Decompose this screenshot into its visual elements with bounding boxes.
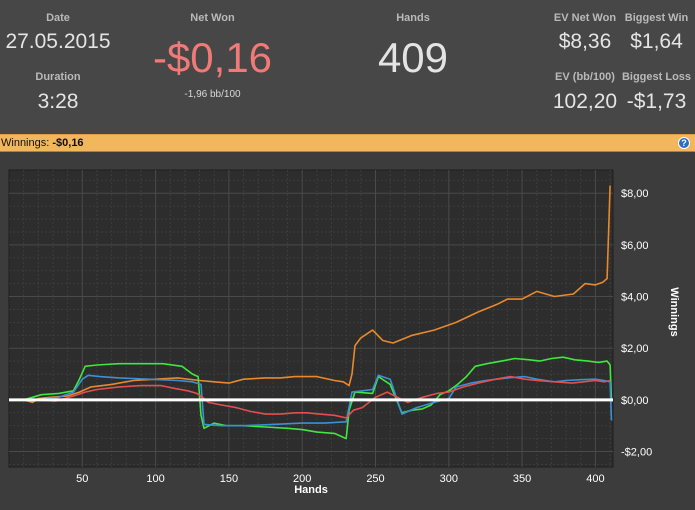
biggest-loss-label: Biggest Loss [621,71,692,83]
net-won-value: -$0,16 [152,34,273,81]
winnings-header-text: Winnings: -$0,16 [1,137,84,149]
y-tick-label: $0,00 [621,395,649,407]
duration-value: 3:28 [37,90,79,113]
biggest-win-label: Biggest Win [624,12,689,24]
series-line-orange [9,185,611,404]
y-tick-label: $6,00 [621,240,649,252]
x-tick-label: 250 [366,473,384,485]
hands-label: Hands [396,12,430,24]
y-tick-label: $8,00 [621,188,649,200]
ev-bb-label: EV (bb/100) [555,71,615,83]
x-tick-label: 150 [220,473,238,485]
winnings-header-label: Winnings: [1,137,50,149]
biggest-loss-value: -$1,73 [626,90,687,113]
y-axis-label: Winnings [668,287,680,336]
y-tick-label: $4,00 [621,292,649,304]
date-label: Date [46,12,70,24]
y-tick-label: -$2,00 [621,447,652,459]
winnings-header-value: -$0,16 [52,137,84,149]
x-tick-label: 350 [513,473,531,485]
x-axis-label: Hands [294,484,328,496]
y-tick-label: $2,00 [621,343,649,355]
net-won-label: Net Won [190,12,235,24]
bb-per-100-value: -1,96 bb/100 [184,89,241,100]
ev-bb-value: 102,20 [552,90,618,113]
session-stats-panel: Date 27.05.2015 Duration 3:28 Net Won -$… [0,0,695,134]
help-icon[interactable]: ? [678,137,690,149]
x-tick-label: 300 [440,473,458,485]
ev-net-won-label: EV Net Won [553,12,617,24]
ev-net-won-value: $8,36 [558,30,612,53]
hands-value: 409 [377,34,449,81]
series-line-red [9,375,611,419]
winnings-line-chart: 50 100 150 200 250 300 350 400 -$2,00 $0,00 $2,00 $… [8,169,680,496]
x-tick-label: 100 [146,473,164,485]
x-tick-label: 400 [586,473,604,485]
x-tick-label: 50 [76,473,88,485]
winnings-header-bar: Winnings: -$0,16 ? [0,134,695,152]
date-value: 27.05.2015 [5,30,111,53]
duration-label: Duration [35,71,81,83]
winnings-chart-panel: 50 100 150 200 250 300 350 400 -$2,00 $0,00 $2,00 $… [0,152,695,505]
biggest-win-value: $1,64 [630,30,683,53]
x-tick-label: 200 [293,473,311,485]
